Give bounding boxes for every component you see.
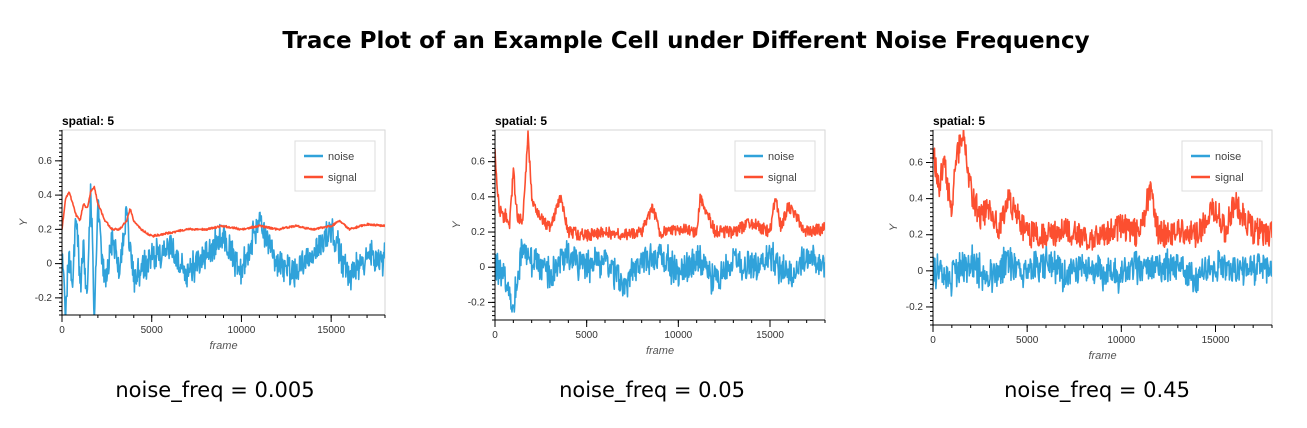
- legend: noise signal: [734, 140, 816, 192]
- y-axis-label: Y: [888, 223, 900, 231]
- x-axis-label: frame: [646, 345, 674, 357]
- x-tick-label: 10000: [1107, 335, 1135, 346]
- legend: noise signal: [1181, 140, 1263, 192]
- x-tick-label: 10000: [664, 330, 692, 341]
- noise-freq-caption: noise_freq = 0.05: [559, 378, 745, 402]
- y-tick-label: 0.2: [38, 224, 52, 235]
- series-group: [62, 183, 385, 315]
- x-tick-label: 0: [930, 335, 936, 346]
- noise-freq-caption: noise_freq = 0.45: [1004, 378, 1190, 402]
- y-tick-label: 0: [917, 266, 923, 277]
- series-group: [933, 130, 1272, 297]
- x-tick-label: 0: [59, 325, 65, 336]
- noise-freq-caption: noise_freq = 0.005: [115, 378, 315, 402]
- legend: noise signal: [294, 140, 376, 192]
- legend-label-noise: noise: [768, 151, 794, 163]
- trace-plot-svg: spatial: 5 0 5000 10000 15000 -0.2 0 0.2 0.4 0.6 f…: [18, 114, 386, 352]
- trace-plot-svg: spatial: 5 0 5000 10000 15000 -0.2 0 0.2 0.4 0.6 f…: [888, 114, 1273, 362]
- y-tick-label: 0: [479, 262, 485, 273]
- legend-box: [294, 140, 376, 192]
- x-tick-label: 5000: [576, 330, 599, 341]
- series-line-signal: [62, 185, 385, 238]
- series-line-signal: [933, 130, 1272, 251]
- panel-title: spatial: 5: [933, 114, 985, 128]
- x-tick-label: 5000: [141, 325, 164, 336]
- trace-plot-panel: spatial: 5 0 5000 10000 15000 -0.2 0 0.2 0.4 0.6 f…: [15, 110, 395, 360]
- series-line-noise: [495, 238, 825, 313]
- series-line-noise: [933, 244, 1272, 297]
- y-tick-label: -0.2: [906, 302, 924, 313]
- x-axis-label: frame: [209, 340, 237, 352]
- x-tick-label: 15000: [756, 330, 784, 341]
- y-axis-label: Y: [18, 218, 30, 226]
- y-tick-label: 0: [46, 259, 52, 270]
- y-tick-label: 0.4: [38, 190, 52, 201]
- y-tick-label: 0.6: [38, 156, 52, 167]
- legend-box: [734, 140, 816, 192]
- y-tick-label: -0.2: [35, 293, 53, 304]
- x-axis-label: frame: [1088, 350, 1116, 362]
- legend-label-signal: signal: [768, 172, 797, 184]
- trace-plot-svg: spatial: 5 0 5000 10000 15000 -0.2 0 0.2 0.4 0.6 f…: [451, 114, 826, 357]
- legend-label-signal: signal: [1215, 172, 1244, 184]
- x-tick-label: 15000: [1202, 335, 1230, 346]
- panel-title: spatial: 5: [495, 114, 547, 128]
- page-title: Trace Plot of an Example Cell under Diff…: [282, 28, 1090, 54]
- legend-label-noise: noise: [328, 151, 354, 163]
- legend-label-signal: signal: [328, 172, 357, 184]
- x-tick-label: 5000: [1016, 335, 1039, 346]
- y-tick-label: 0.4: [909, 194, 923, 205]
- y-tick-label: 0.4: [471, 192, 485, 203]
- legend-label-noise: noise: [1215, 151, 1241, 163]
- y-tick-label: 0.6: [471, 157, 485, 168]
- legend-box: [1181, 140, 1263, 192]
- y-tick-label: -0.2: [468, 297, 486, 308]
- panel-title: spatial: 5: [62, 114, 114, 128]
- x-tick-label: 10000: [228, 325, 256, 336]
- series-line-noise: [62, 183, 385, 315]
- y-tick-label: 0.2: [909, 230, 923, 241]
- y-tick-label: 0.6: [909, 158, 923, 169]
- x-tick-label: 15000: [317, 325, 345, 336]
- y-axis-label: Y: [451, 221, 463, 229]
- trace-plot-panel: spatial: 5 0 5000 10000 15000 -0.2 0 0.2 0.4 0.6 f…: [448, 110, 833, 365]
- y-tick-label: 0.2: [471, 227, 485, 238]
- x-tick-label: 0: [492, 330, 498, 341]
- series-group: [495, 130, 825, 313]
- trace-plot-panel: spatial: 5 0 5000 10000 15000 -0.2 0 0.2 0.4 0.6 f…: [885, 110, 1280, 370]
- series-line-signal: [495, 130, 825, 242]
